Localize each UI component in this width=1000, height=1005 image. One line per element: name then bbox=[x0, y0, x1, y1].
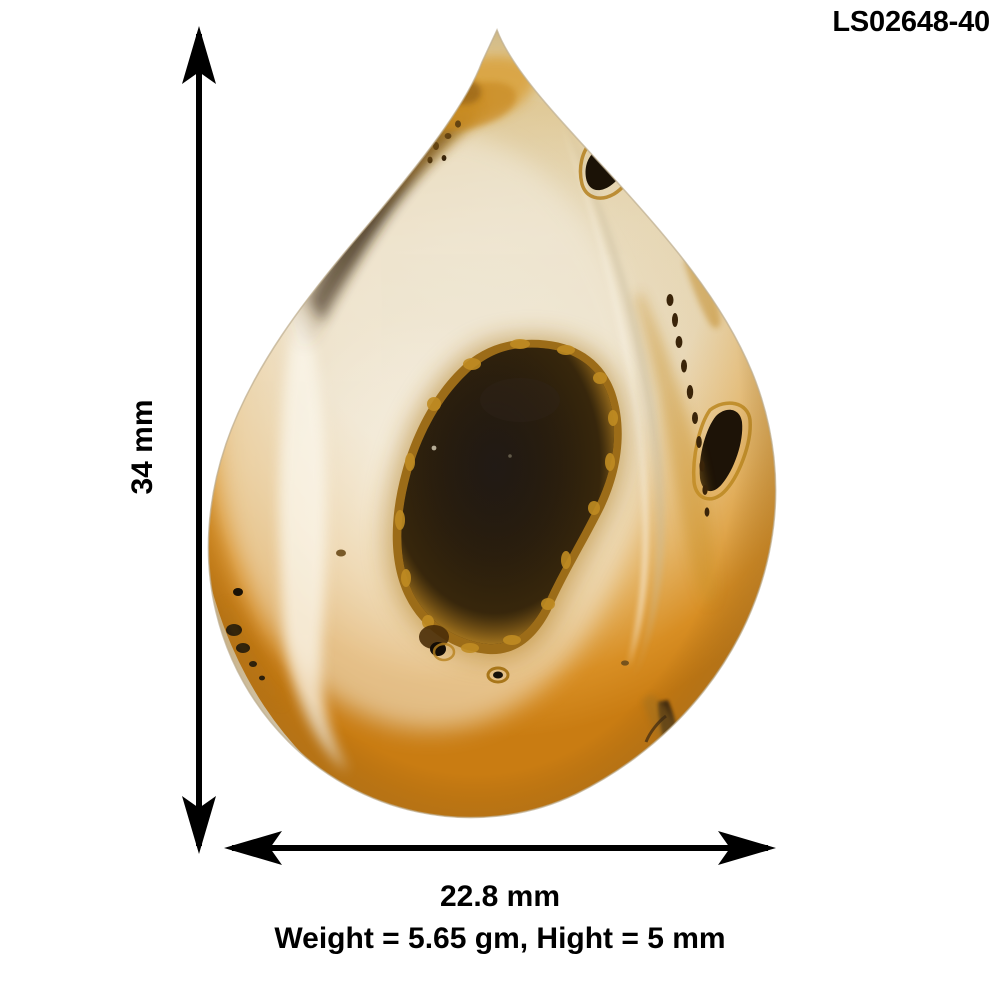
height-dimension-label: 34 mm bbox=[126, 399, 159, 495]
inclusion-dot-large bbox=[428, 86, 454, 106]
gem-body bbox=[208, 30, 776, 818]
product-sku-label: LS02648-40 bbox=[832, 6, 990, 38]
gem-outline bbox=[207, 27, 777, 819]
weight-and-thickness-label: Weight = 5.65 gm, Hight = 5 mm bbox=[274, 922, 726, 955]
width-dimension-label: 22.8 mm bbox=[439, 880, 561, 913]
